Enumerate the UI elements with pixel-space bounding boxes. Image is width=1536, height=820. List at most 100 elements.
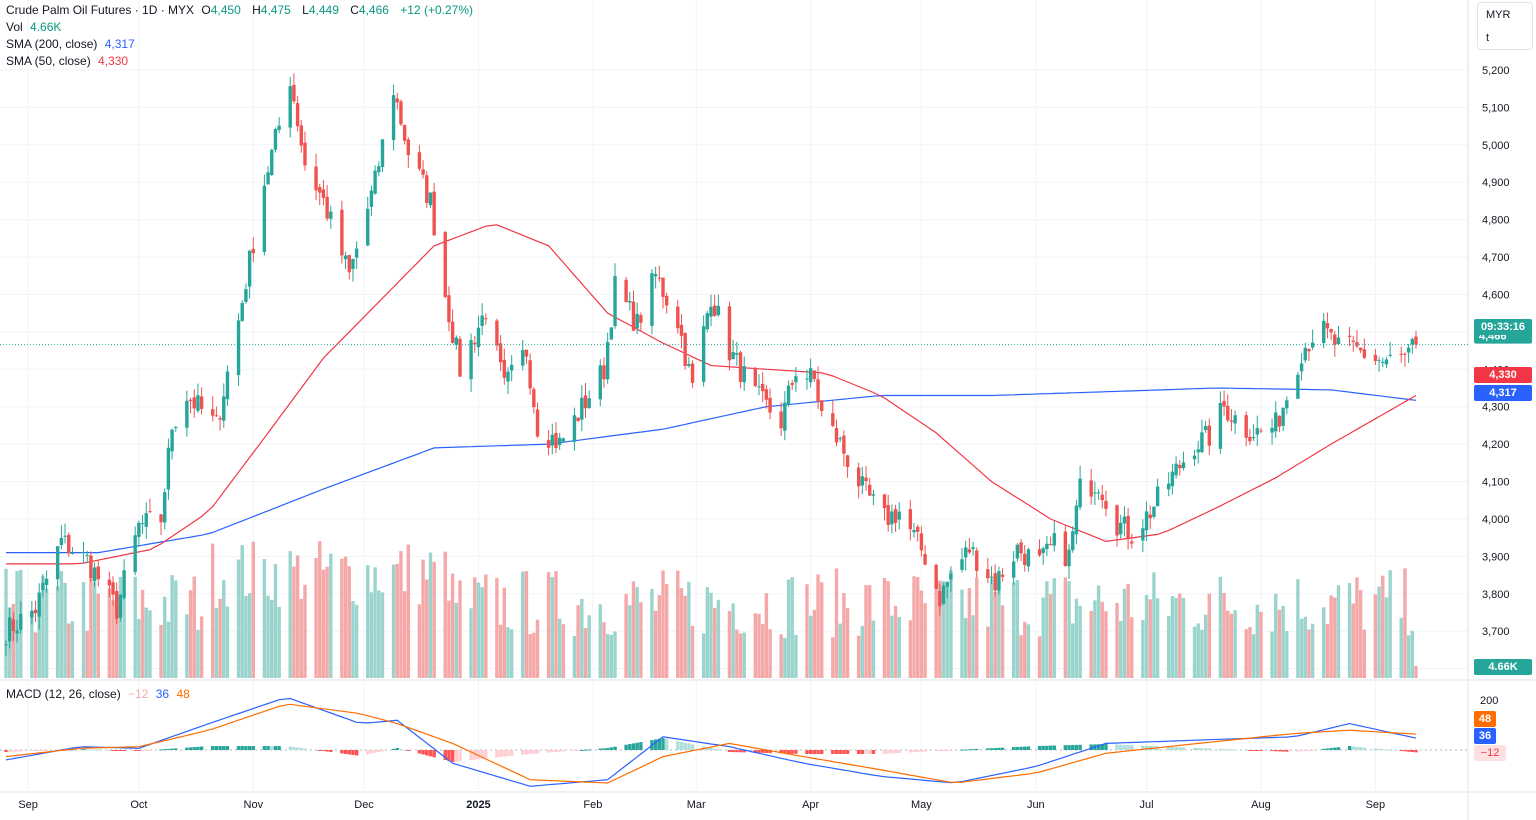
macd-histogram-bar (989, 748, 994, 750)
candle-body (838, 438, 842, 440)
macd-histogram-bar (211, 746, 215, 750)
macd-histogram-bar (598, 748, 602, 750)
candle-body (938, 591, 942, 607)
candle-body (347, 255, 351, 273)
macd-histogram-bar (159, 749, 163, 751)
candle-body (554, 433, 558, 449)
macd-histogram-bar (856, 750, 861, 754)
macd-legend[interactable]: MACD (12, 26, close) −12 36 48 (6, 686, 194, 703)
candle-body (59, 537, 64, 546)
currency-unit-box[interactable]: MYR t (1477, 2, 1533, 50)
volume-legend[interactable]: Vol 4.66K (6, 19, 65, 36)
last-price-timer-tag: 09:33:16 (1474, 319, 1532, 335)
volume-bar (1104, 611, 1108, 678)
candle-body (1388, 354, 1392, 356)
candle-body (1299, 363, 1304, 372)
macd-histogram-bar (188, 747, 193, 750)
candle-body (495, 320, 499, 346)
price-axis-label: 5,000 (1482, 140, 1510, 152)
candle-body (473, 342, 477, 345)
candle-body (1192, 455, 1197, 460)
macd-histogram-bar (1285, 750, 1289, 752)
macd-histogram-bar (44, 750, 49, 751)
candle-body (188, 399, 193, 402)
price-axis-label: 3,700 (1482, 626, 1510, 638)
volume-bar (380, 592, 385, 678)
candle-body (1141, 528, 1145, 541)
macd-histogram-bar (890, 750, 894, 754)
macd-histogram-bar (166, 748, 171, 750)
volume-bar (495, 577, 499, 678)
candle-body (963, 547, 968, 558)
macd-histogram-bar (1130, 745, 1134, 750)
volume-bar (214, 607, 219, 678)
volume-bar (1052, 578, 1056, 678)
volume-bar (1023, 621, 1027, 678)
volume-bar (731, 603, 735, 678)
price-axis-label: 4,000 (1482, 514, 1510, 526)
volume-bar (716, 599, 721, 678)
candle-body (742, 366, 746, 383)
candle-body (912, 530, 916, 533)
candle-body (735, 353, 739, 355)
candle-body (683, 332, 687, 367)
macd-histogram-bar (1307, 750, 1311, 751)
volume-bar (1325, 624, 1330, 678)
volume-bar (163, 596, 167, 678)
change-value: +12 (+0.27%) (400, 3, 473, 17)
macd-histogram-bar (1358, 747, 1363, 750)
volume-bar (521, 571, 525, 678)
sma50-legend[interactable]: SMA (50, close) 4,330 (6, 53, 132, 70)
volume-bar (502, 587, 506, 678)
volume-bar (742, 632, 746, 678)
macd-histogram-bar (133, 750, 137, 751)
macd-histogram-bar (174, 748, 178, 750)
candle-body (214, 415, 219, 417)
volume-bar (808, 615, 813, 678)
macd-hist-value: −12 (128, 687, 149, 701)
macd-histogram-bar (1310, 750, 1315, 751)
volume-bar (1207, 593, 1211, 678)
volume-bar (1037, 636, 1042, 678)
candle-body (1067, 549, 1071, 567)
candle-body (1200, 432, 1204, 452)
macd-histogram-bar (303, 748, 307, 750)
macd-histogram-bar (1192, 747, 1197, 750)
macd-histogram-bar (1041, 745, 1045, 750)
macd-axis-label: 200 (1480, 695, 1498, 707)
volume-bar (199, 616, 204, 678)
volume-bar (1355, 577, 1359, 678)
volume-bar (687, 581, 691, 678)
volume-bar (986, 626, 990, 678)
price-axis-label: 4,800 (1482, 215, 1510, 227)
macd-histogram-bar (923, 750, 927, 752)
sma200-legend[interactable]: SMA (200, close) 4,317 (6, 36, 139, 53)
candle-body (506, 371, 510, 382)
candle-body (1148, 514, 1152, 519)
candle-body (916, 526, 920, 532)
candle-body (790, 382, 794, 386)
candle-body (546, 440, 551, 448)
candle-body (941, 585, 946, 604)
candle-body (709, 306, 713, 317)
volume-bar (473, 577, 477, 678)
volume-bar (1000, 605, 1005, 678)
volume-bar (218, 598, 222, 678)
macd-histogram-bar (81, 749, 86, 751)
macd-histogram-bar (653, 739, 658, 750)
candle-body (443, 232, 447, 297)
volume-bar (1274, 593, 1278, 678)
candle-body (934, 564, 938, 589)
volume-bar (450, 573, 455, 678)
volume-bar (768, 629, 772, 678)
candle-body (140, 523, 145, 525)
candle-body (1329, 329, 1333, 333)
volume-bar (188, 590, 193, 678)
volume-bar (148, 610, 152, 678)
candle-body (369, 190, 374, 207)
volume-bar (1299, 618, 1304, 678)
candle-body (532, 389, 536, 408)
macd-histogram-bar (1388, 749, 1392, 751)
candle-body (989, 576, 994, 578)
